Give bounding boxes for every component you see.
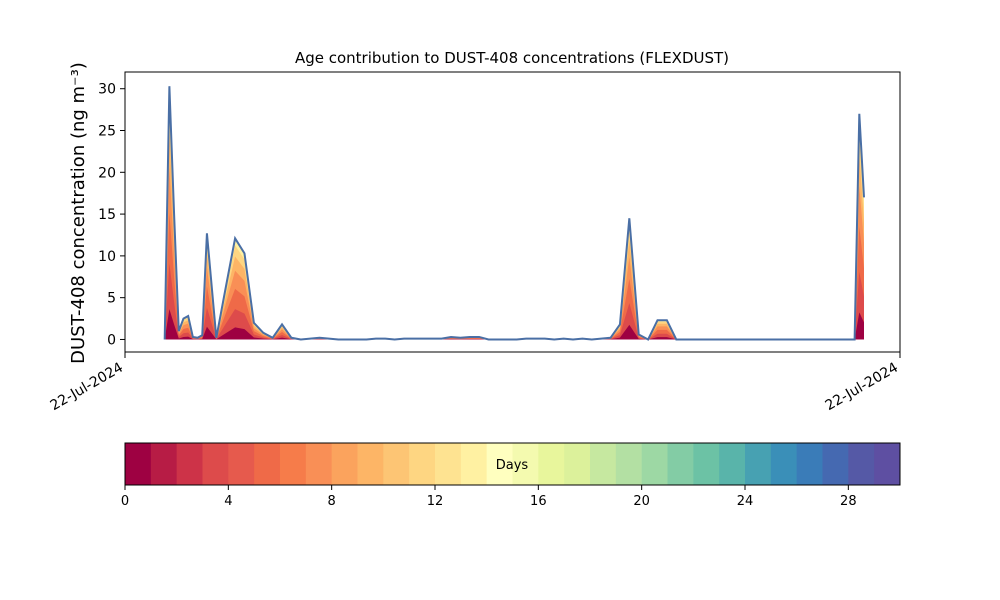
age-band-area xyxy=(164,86,864,340)
y-tick-label: 30 xyxy=(98,82,116,98)
y-axis: 0 5 10 15 20 25 30 xyxy=(98,82,125,348)
age-contribution-areas xyxy=(164,86,864,340)
colorbar-label: Days xyxy=(496,458,529,473)
y-axis-label: DUST-408 concentration (ng m⁻³) xyxy=(68,62,89,364)
x-tick-label-right: 22-Jul-2024 xyxy=(823,360,901,415)
colorbar-bin xyxy=(435,443,462,485)
colorbar-bin xyxy=(228,443,255,485)
colorbar-bin xyxy=(641,443,668,485)
colorbar-bin xyxy=(150,443,178,485)
colorbar-bin xyxy=(615,443,643,485)
y-tick-label: 15 xyxy=(98,207,116,223)
colorbar-bin xyxy=(254,443,281,485)
age-band-area xyxy=(164,131,864,340)
colorbar-bin xyxy=(125,443,152,485)
colorbar-tick-label: 28 xyxy=(840,494,857,509)
colorbar-tick-label: 12 xyxy=(427,494,444,509)
age-band-area xyxy=(164,167,864,340)
colorbar-bin xyxy=(305,443,333,485)
plot-frame xyxy=(124,71,901,353)
colorbar-tick-label: 16 xyxy=(530,494,547,509)
colorbar xyxy=(125,443,901,485)
total-concentration-line xyxy=(163,86,865,341)
age-band-area xyxy=(164,103,864,340)
colorbar-bin xyxy=(383,443,410,485)
colorbar-bin xyxy=(280,443,307,485)
y-tick-label: 25 xyxy=(98,124,116,140)
colorbar-bin xyxy=(564,443,591,485)
y-tick-label: 10 xyxy=(98,249,116,265)
x-tick-label-left: 22-Jul-2024 xyxy=(48,360,126,415)
colorbar-bin xyxy=(409,443,436,485)
colorbar-bin xyxy=(719,443,746,485)
y-tick-label: 5 xyxy=(107,291,116,307)
colorbar-bin xyxy=(512,443,539,485)
colorbar-bin xyxy=(176,443,203,485)
colorbar-bin xyxy=(796,443,823,485)
colorbar-bin xyxy=(667,443,694,485)
colorbar-bin xyxy=(590,443,617,485)
colorbar-bin xyxy=(202,443,229,485)
y-tick-label: 0 xyxy=(107,332,116,348)
colorbar-ticks: 0 4 8 12 16 20 24 28 xyxy=(121,485,857,509)
colorbar-tick-label: 20 xyxy=(633,494,650,509)
colorbar-bin xyxy=(745,443,772,485)
colorbar-tick-label: 8 xyxy=(328,494,336,509)
colorbar-bin xyxy=(331,443,358,485)
colorbar-bin xyxy=(822,443,849,485)
colorbar-tick-label: 4 xyxy=(224,494,232,509)
colorbar-bin xyxy=(357,443,384,485)
age-band-area xyxy=(164,309,864,340)
colorbar-bin xyxy=(874,443,901,485)
x-axis: 22-Jul-2024 22-Jul-2024 xyxy=(48,352,901,414)
colorbar-tick-label: 0 xyxy=(121,494,129,509)
colorbar-frame xyxy=(124,442,901,486)
age-band-area xyxy=(164,263,864,340)
colorbar-bin xyxy=(770,443,798,485)
colorbar-bin xyxy=(848,443,875,485)
colorbar-bin xyxy=(693,443,720,485)
colorbar-bin xyxy=(486,443,513,485)
age-band-area xyxy=(164,212,864,340)
colorbar-bin xyxy=(460,443,488,485)
colorbar-bin xyxy=(538,443,565,485)
colorbar-tick-label: 24 xyxy=(737,494,754,509)
chart-title: Age contribution to DUST-408 concentrati… xyxy=(295,49,729,67)
y-tick-label: 20 xyxy=(98,165,116,181)
